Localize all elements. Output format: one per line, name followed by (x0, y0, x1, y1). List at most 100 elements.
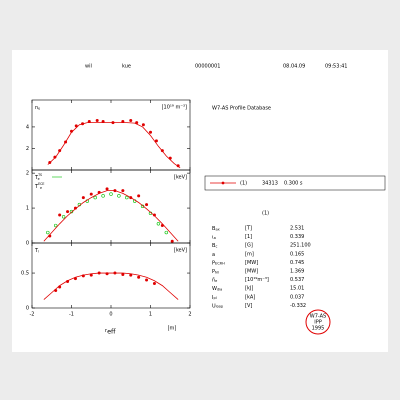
data-point (58, 213, 62, 217)
param-unit: [kA] (245, 294, 255, 300)
panel-label-sup: TS (37, 173, 42, 177)
param-unit: [MW] (245, 260, 258, 266)
param-sym: n̄ (212, 277, 215, 283)
data-point (95, 118, 99, 122)
data-circle (69, 209, 74, 214)
param-value: 1.369 (290, 269, 304, 275)
x-label-main: r (105, 328, 108, 334)
param-unit: [m] (245, 251, 254, 257)
data-point (81, 196, 85, 200)
panel-unit: [keV] (174, 248, 187, 254)
data-circle (101, 194, 105, 198)
data-point (129, 273, 133, 277)
param-unit: [V] (245, 303, 252, 309)
param-symbol: PECRH (212, 260, 225, 266)
param-sym: I (212, 294, 213, 300)
param-unit: [T] (245, 226, 252, 232)
legend-label: (1) (240, 181, 247, 187)
panel-label-main: T (34, 248, 39, 254)
data-point (154, 139, 158, 143)
data-point (141, 123, 145, 127)
header-user: wil (85, 64, 92, 70)
panel-label-sub: e (38, 177, 40, 181)
panel-unit: [10¹⁹ m⁻³] (162, 105, 187, 111)
x-tick-label: 0 (109, 312, 112, 318)
data-point (89, 192, 93, 196)
param-symbol: a (212, 251, 215, 257)
y-tick-label: 1 (26, 206, 29, 212)
fit-line (47, 122, 181, 169)
y-tick-label: 4 (26, 124, 29, 130)
param-value: 0.165 (290, 251, 304, 257)
panel-label-main: T (34, 184, 39, 190)
panel-label: ne (35, 105, 40, 111)
data-point (137, 194, 141, 198)
x-unit: [m] (168, 326, 177, 332)
logo-text: 1995 (312, 326, 325, 332)
data-point (129, 118, 133, 122)
param-sub: pl (213, 296, 216, 300)
param-sub: e (215, 279, 217, 283)
data-circle (109, 192, 113, 196)
param-sym: ι (212, 234, 214, 240)
data-point (152, 282, 156, 286)
panel-label-main: T (34, 175, 39, 181)
param-sub: loop (216, 305, 224, 309)
legend-box (204, 175, 386, 191)
data-point (121, 189, 125, 193)
param-symbol: PNI (212, 269, 219, 275)
panel-label-sub: e (38, 107, 40, 111)
param-sym: a (212, 251, 215, 257)
param-symbol: Bc (212, 243, 217, 249)
data-point (66, 210, 70, 214)
data-point (152, 213, 156, 217)
data-circle (93, 195, 97, 200)
legend-marker (221, 181, 225, 185)
param-value: 0.537 (290, 277, 304, 283)
data-point (105, 187, 109, 191)
param-value: 2.531 (290, 226, 304, 232)
param-value: 15.01 (290, 286, 304, 292)
panel-label: TTS e (34, 173, 42, 181)
param-sub: NI (215, 270, 219, 274)
y-tick-label: 0 (26, 241, 29, 247)
panel-label: Ti (34, 248, 39, 254)
param-unit: [10¹⁹m⁻³] (245, 277, 269, 283)
logo-text: IPP (314, 320, 322, 326)
data-point (145, 203, 149, 207)
param-symbol: n̄e (212, 277, 217, 283)
data-circle (61, 215, 66, 219)
data-circle (46, 230, 50, 235)
param-symbol: Ipl (212, 294, 217, 300)
param-sym: P (212, 269, 215, 275)
data-point (121, 272, 125, 276)
x-tick-label: 1 (149, 312, 152, 318)
param-value: -0.332 (290, 303, 306, 309)
data-circle (156, 222, 161, 226)
param-symbol: Uloop (212, 303, 224, 309)
params-heading: (1) (262, 211, 269, 217)
param-sym: U (212, 303, 216, 309)
page-title: W7-AS Profile Database (212, 106, 271, 112)
data-point (170, 239, 174, 243)
y-tick-label: 2 (26, 146, 29, 152)
data-point (176, 164, 180, 168)
panel-label-sub: i (38, 250, 39, 254)
header-machine: kue (122, 64, 131, 70)
param-sym: B (212, 243, 216, 249)
data-circle (53, 223, 58, 228)
x-label-sub: eff (107, 328, 116, 336)
param-symbol: ιa (212, 234, 216, 240)
data-point (73, 206, 77, 210)
data-circle (117, 194, 121, 198)
param-sub: ax (215, 227, 219, 231)
param-sub: dia (217, 288, 222, 292)
y-tick-label: 2 (26, 171, 29, 177)
data-point (89, 273, 93, 277)
sheet (12, 50, 388, 352)
param-sym: B (212, 226, 216, 232)
y-tick-label: 0 (26, 306, 29, 312)
x-tick-label: 2 (188, 312, 191, 318)
